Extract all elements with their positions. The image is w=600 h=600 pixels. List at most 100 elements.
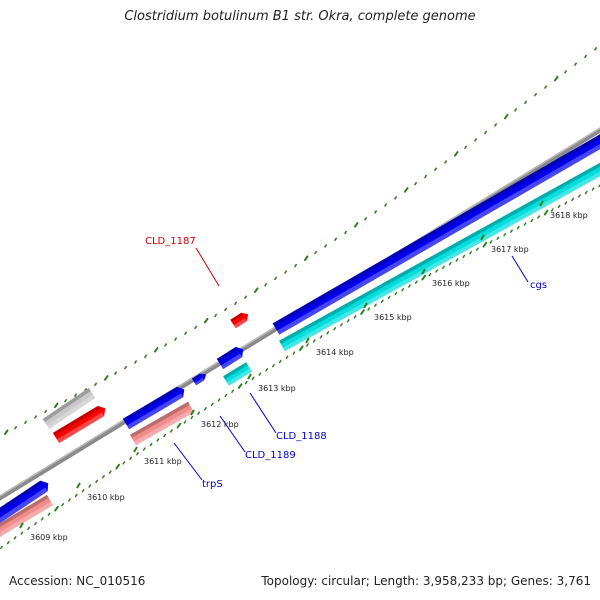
inner-tick: [578, 194, 581, 198]
inner-tick-ring: [0, 184, 600, 550]
outer-tick: [344, 230, 348, 235]
grey-feature-face: [42, 388, 96, 429]
outer-tick: [384, 203, 388, 207]
inner-tick: [591, 187, 595, 191]
inner-tick: [557, 204, 561, 209]
gene-label-CLD_1189[interactable]: CLD_1189: [245, 450, 296, 461]
outer-tick: [414, 181, 418, 186]
inner-tick: [482, 241, 488, 248]
inner-tick: [231, 389, 235, 393]
cds-forward-long[interactable]: [272, 130, 600, 335]
outer-tick: [334, 237, 338, 241]
outer-tick: [64, 398, 67, 403]
outer-tick: [374, 210, 378, 214]
outer-tick: [74, 393, 77, 397]
cds-forward-1187[interactable]: [230, 312, 249, 329]
outer-tick: [434, 167, 438, 171]
cds-reverse-left[interactable]: [0, 494, 54, 541]
inner-tick: [312, 339, 316, 343]
inner-tick: [95, 479, 99, 484]
grey-feature-shadow: [42, 388, 91, 422]
cds-reverse-trps-shadow: [130, 401, 190, 438]
inner-tick: [204, 407, 207, 411]
cds-reverse-cgs-shadow: [279, 162, 600, 344]
gene-label-trpS[interactable]: trpS: [202, 479, 223, 490]
cds-reverse-1188[interactable]: [223, 362, 252, 386]
inner-tick: [210, 402, 214, 407]
gene-label-CLD_1188[interactable]: CLD_1188: [276, 431, 327, 442]
outer-tick: [174, 337, 177, 341]
grey-feature[interactable]: [42, 388, 96, 429]
inner-tick: [299, 345, 304, 351]
inner-tick: [115, 463, 120, 470]
outer-tick: [124, 365, 127, 370]
inner-tick: [108, 470, 112, 474]
inner-tick: [251, 376, 255, 381]
inner-tick: [394, 291, 398, 296]
inner-tick: [571, 197, 575, 202]
inner-tick: [435, 269, 439, 273]
inner-tick: [442, 265, 445, 270]
gene-label-CLD_1187[interactable]: CLD_1187: [145, 236, 196, 247]
outer-tick: [424, 174, 428, 179]
cds-forward-small-highlight: [194, 378, 205, 386]
cds-forward-left-face: [0, 480, 49, 524]
tick-label-3615-kbp: 3615 kbp: [374, 313, 412, 322]
outer-tick: [234, 301, 237, 306]
gene-label-cgs[interactable]: cgs: [530, 280, 547, 291]
inner-tick: [272, 363, 275, 368]
cds-forward-1188-region[interactable]: [216, 346, 244, 370]
cds-forward-trps-region-shadow: [122, 386, 179, 422]
major-tick-mark: [247, 373, 252, 380]
tick-label-3618-kbp: 3618 kbp: [550, 211, 588, 220]
cds-forward-long-face: [272, 134, 600, 335]
inner-tick: [40, 517, 44, 521]
inner-tick: [183, 420, 187, 424]
inner-tick: [142, 447, 146, 451]
inner-tick: [564, 201, 568, 205]
cds-reverse-trps-highlight: [133, 408, 194, 446]
outer-tick: [594, 47, 598, 51]
outer-tick: [564, 70, 568, 74]
kbp-tick-marks: 3609 kbp 3610 kbp 3611 kbp 3612 kbp 3613 kbp…: [19, 200, 588, 542]
inner-tick: [333, 327, 337, 331]
cds-forward-small-shadow: [191, 373, 202, 381]
cds-forward-trps-region[interactable]: [122, 386, 185, 430]
cds-reverse-cgs[interactable]: [279, 159, 600, 352]
outer-tick: [504, 113, 509, 120]
outer-tick: [484, 130, 488, 135]
inner-tick: [27, 526, 31, 531]
outer-tick: [54, 402, 59, 409]
outer-tick: [534, 93, 538, 97]
cds-forward-left[interactable]: [0, 480, 49, 528]
cds-forward-left-shadow: [0, 480, 43, 513]
red-feature[interactable]: [52, 405, 106, 444]
tick-label-3613-kbp: 3613 kbp: [258, 384, 296, 393]
inner-tick: [61, 503, 65, 507]
inner-tick: [510, 229, 513, 233]
outer-tick: [164, 343, 167, 347]
gene-label-leader: [195, 247, 220, 287]
cds-forward-small[interactable]: [191, 373, 207, 386]
inner-tick: [190, 415, 194, 420]
outer-tick: [304, 255, 309, 261]
cds-reverse-1188-highlight: [226, 368, 252, 386]
outer-tick: [254, 287, 259, 293]
outer-tick: [14, 426, 18, 430]
inner-tick: [476, 247, 479, 251]
outer-tick: [274, 276, 278, 281]
accession-text: Accession: NC_010516: [9, 574, 146, 588]
tick-label-3610-kbp: 3610 kbp: [87, 493, 125, 502]
inner-tick: [319, 335, 323, 339]
cds-reverse-trps[interactable]: [130, 401, 194, 446]
outer-tick: [464, 145, 468, 149]
tick-label-3612-kbp: 3612 kbp: [201, 420, 239, 429]
cds-forward-1188-region-face: [216, 346, 244, 370]
outer-tick: [454, 151, 459, 157]
major-tick-mark: [190, 409, 195, 416]
cds-forward-1187-highlight: [233, 318, 247, 329]
feature-tracks: [0, 127, 600, 541]
outer-tick: [114, 371, 117, 375]
